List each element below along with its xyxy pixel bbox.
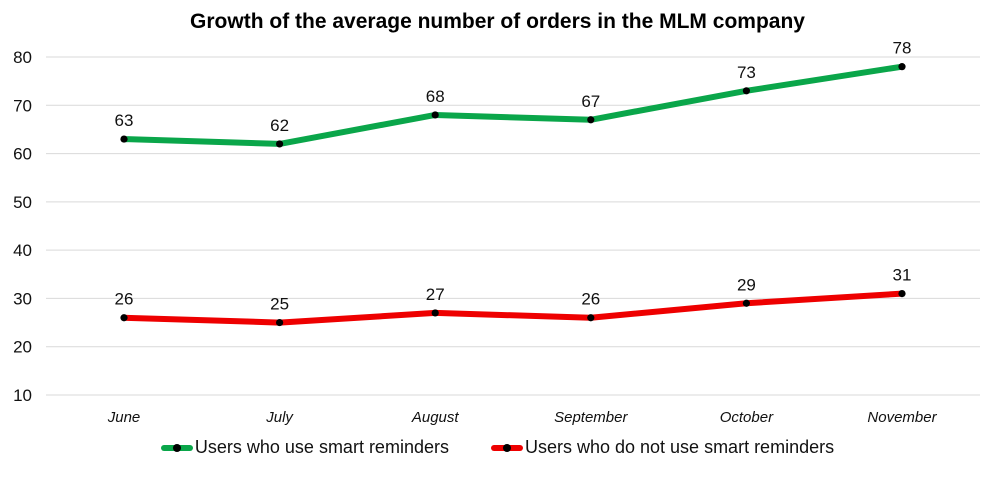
series-line-1 (121, 63, 905, 147)
legend-swatch-series-2 (490, 443, 523, 452)
legend-swatch-series-1 (160, 443, 193, 452)
data-label: 73 (737, 63, 756, 82)
x-tick-label: September (554, 409, 628, 426)
y-tick-label: 40 (13, 241, 32, 260)
y-tick-label: 60 (13, 145, 32, 164)
data-point (276, 140, 284, 148)
data-label: 26 (581, 290, 600, 309)
y-tick-label: 30 (13, 289, 32, 308)
x-tick-label: July (265, 409, 294, 426)
data-label: 26 (115, 290, 134, 309)
y-tick-label: 20 (13, 338, 32, 357)
data-point (431, 111, 439, 119)
x-tick-label: August (411, 409, 460, 426)
y-tick-label: 10 (13, 386, 32, 405)
data-point (431, 309, 439, 317)
data-label: 27 (426, 285, 445, 304)
data-point (742, 87, 751, 95)
legend-label-series-1: Users who use smart reminders (194, 437, 449, 457)
data-label: 62 (270, 116, 289, 135)
data-label: 29 (737, 275, 756, 294)
legend-item-series-1: Users who use smart reminders (160, 437, 449, 458)
chart-title: Growth of the average number of orders i… (190, 10, 805, 33)
data-label: 25 (270, 295, 289, 314)
legend-item-series-2: Users who do not use smart reminders (490, 437, 835, 458)
data-label: 78 (893, 39, 912, 58)
data-point (898, 63, 906, 71)
data-label: 67 (581, 92, 600, 111)
data-point (898, 290, 906, 298)
x-tick-label: June (107, 409, 141, 426)
line-chart: 10 20 30 40 50 60 70 80 June July August September O… (13, 39, 980, 426)
y-tick-label: 80 (13, 48, 32, 67)
x-tick-label: November (867, 409, 937, 426)
data-point (120, 135, 128, 143)
data-label: 68 (426, 87, 445, 106)
x-tick-label: October (720, 409, 774, 426)
series-line-2 (121, 290, 905, 326)
y-tick-label: 70 (13, 96, 32, 115)
data-point (276, 318, 284, 327)
data-point (587, 314, 595, 322)
data-point (587, 116, 595, 124)
chart-legend: Users who use smart reminders Users who … (0, 437, 995, 458)
y-tick-label: 50 (13, 193, 32, 212)
data-point (120, 314, 128, 322)
legend-label-series-2: Users who do not use smart reminders (524, 437, 835, 457)
data-label: 63 (115, 111, 134, 130)
data-point (742, 299, 751, 307)
data-label: 31 (893, 266, 912, 285)
